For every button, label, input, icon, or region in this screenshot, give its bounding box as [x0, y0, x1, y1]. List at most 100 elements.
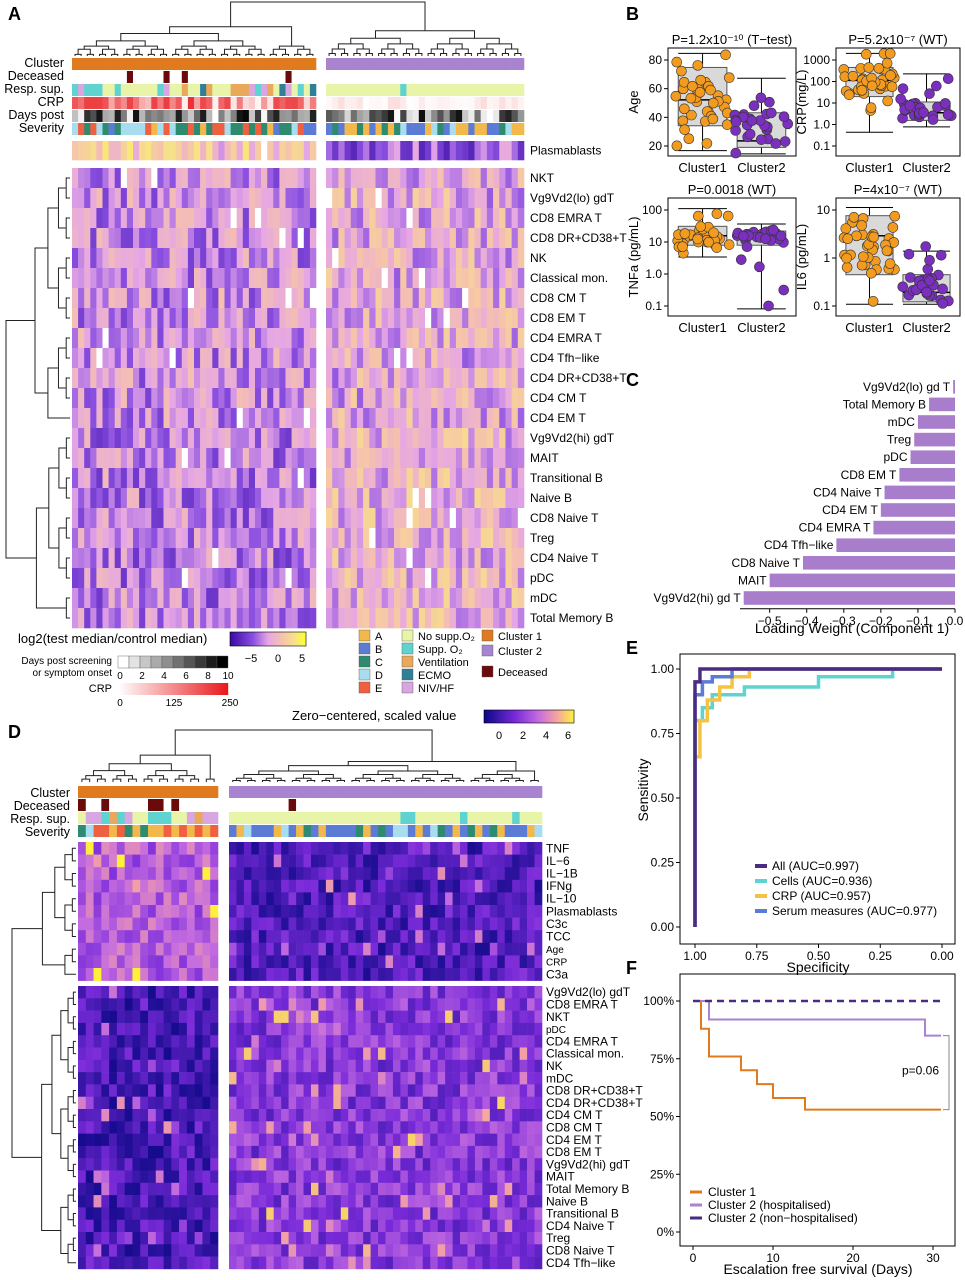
resp-track-cell	[412, 84, 420, 96]
y-tick-label: 1000	[803, 53, 830, 67]
heatmap-cell	[460, 917, 468, 931]
heatmap-cell	[489, 986, 498, 999]
heatmap-cell	[468, 368, 475, 389]
heatmap-cell	[126, 528, 134, 549]
severity-swatch	[358, 629, 371, 642]
heatmap-cell	[499, 428, 506, 449]
heatmap-cell	[375, 548, 382, 569]
crp-track-cell	[462, 97, 469, 109]
heatmap-cell	[400, 508, 407, 529]
heatmap-cell	[363, 968, 371, 981]
heatmap-cell	[499, 388, 506, 409]
severity-track-cell	[200, 123, 207, 135]
colorbar-step	[274, 632, 276, 646]
heatmap-cell	[169, 288, 176, 309]
crp-scale-step	[181, 683, 183, 695]
dendrogram-branch	[72, 1090, 76, 1104]
heatmap-cell	[194, 288, 201, 309]
dendrogram-branch	[449, 37, 500, 44]
heatmap-cell	[242, 168, 250, 189]
deceased-track-cell	[145, 71, 152, 83]
severity-track-cell	[474, 123, 481, 135]
heatmap-cell	[281, 1170, 289, 1184]
heatmap-cell	[179, 986, 188, 999]
cluster-track-cell	[344, 58, 352, 70]
heatmap-cell	[187, 548, 195, 569]
heatmap-cell	[210, 1121, 219, 1134]
heatmap-cell	[155, 968, 164, 981]
heatmap-cell	[84, 408, 91, 429]
heatmap-cell	[236, 1084, 245, 1097]
heatmap-cell	[258, 1035, 267, 1048]
heatmap-cell	[511, 288, 519, 309]
days-scale-step	[117, 655, 130, 669]
resp-track-cell	[325, 812, 334, 824]
crp-track-cell	[194, 97, 201, 109]
heatmap-cell	[78, 488, 85, 509]
heatmap-cell	[96, 228, 103, 249]
heatmap-cell	[288, 968, 297, 981]
heatmap-cell	[443, 408, 451, 429]
heatmap-cell	[519, 955, 528, 969]
heatmap-cell	[348, 955, 356, 969]
heatmap-cell	[474, 986, 483, 999]
cluster-label: Deceased	[498, 667, 548, 679]
heatmap-cell	[133, 288, 140, 309]
heatmap-cell	[133, 428, 140, 449]
heatmap-cell	[449, 248, 457, 269]
cluster-track-cell	[303, 58, 311, 70]
heatmap-cell	[206, 308, 213, 329]
heatmap-cell	[145, 168, 152, 189]
heatmap-cell	[288, 879, 297, 893]
heatmap-cell	[455, 548, 463, 569]
heatmap-cell	[126, 608, 134, 629]
heatmap-cell	[350, 308, 358, 329]
heatmap-cell	[116, 1158, 125, 1171]
heatmap-cell	[303, 842, 312, 855]
cluster-track-cell	[431, 58, 438, 70]
heatmap-cell	[187, 568, 195, 589]
heatmap-cell	[291, 248, 298, 269]
heatmap-cell	[333, 1133, 342, 1147]
deceased-track-cell	[309, 71, 317, 83]
dendrogram-branch	[247, 780, 256, 782]
heatmap-cell	[230, 368, 237, 389]
severity-track-cell	[437, 123, 444, 135]
severity-track-cell	[96, 123, 103, 135]
heatmap-cell	[93, 879, 102, 893]
heatmap-cell	[415, 879, 424, 893]
heatmap-cell	[517, 468, 525, 489]
heatmap-cell	[445, 1096, 453, 1110]
heatmap-cell	[175, 408, 183, 429]
heatmap-cell	[400, 388, 407, 409]
deceased-track-cell	[363, 71, 370, 83]
dendrogram-branch	[72, 1163, 76, 1178]
heatmap-cell	[443, 208, 451, 229]
heatmap-cell	[504, 955, 513, 969]
heatmap-cell	[489, 905, 498, 918]
heatmap-cell	[175, 588, 183, 609]
heatmap-cell	[212, 228, 219, 249]
heatmap-cell	[102, 488, 109, 509]
colorbar-step	[572, 710, 574, 723]
heatmap-cell	[493, 268, 500, 289]
colorbar-step	[533, 710, 535, 723]
resp-track-cell	[505, 84, 512, 96]
cluster-track-cell	[355, 786, 364, 798]
data-point	[924, 275, 935, 287]
days-track-cell	[449, 110, 457, 122]
heatmap-cell	[474, 308, 481, 329]
heatmap-cell	[418, 488, 426, 509]
heatmap-cell	[350, 488, 358, 509]
heatmap-cell	[273, 1084, 282, 1097]
colorbar-step	[566, 710, 568, 723]
deceased-track-cell	[511, 71, 519, 83]
heatmap-cell	[418, 568, 426, 589]
heatmap-cell	[387, 388, 395, 409]
heatmap-cell	[392, 955, 401, 969]
cluster-track-cell	[291, 58, 298, 70]
heatmap-cell	[181, 568, 189, 589]
heatmap-cell	[210, 1145, 219, 1159]
cluster-track-cell	[114, 58, 122, 70]
